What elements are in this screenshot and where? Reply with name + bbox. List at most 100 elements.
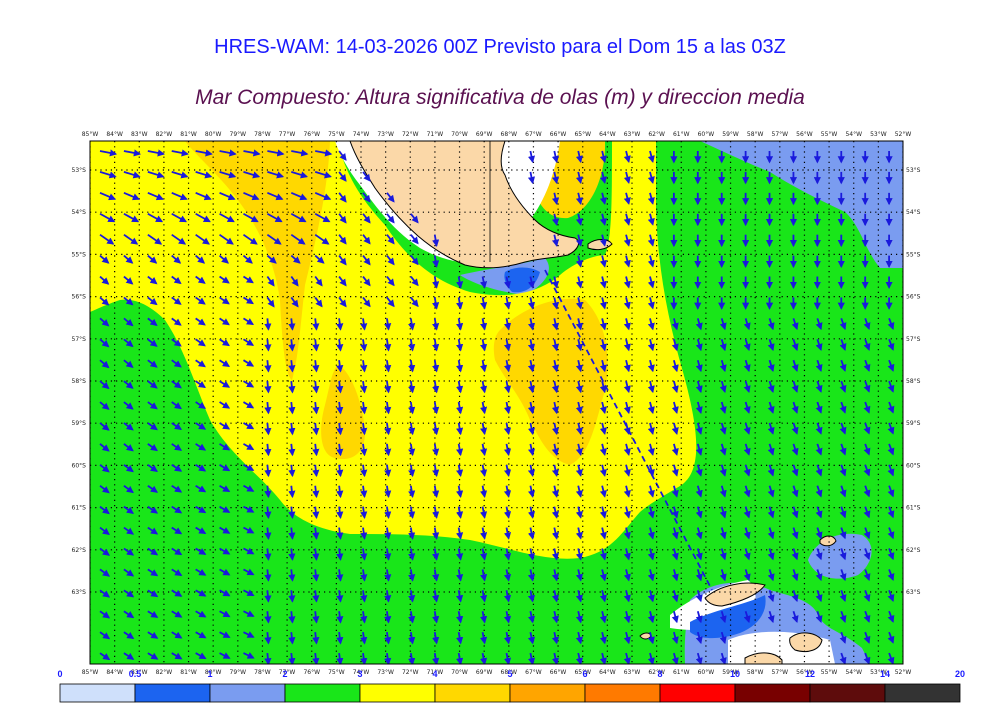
wave-arrow <box>336 527 344 540</box>
wave-arrow <box>195 171 213 179</box>
wave-arrow <box>267 192 284 201</box>
wave-arrow <box>147 505 159 514</box>
wave-arrow <box>147 171 165 179</box>
lat-label-right: 57°S <box>906 336 921 343</box>
lon-label-bottom: 58°W <box>747 669 764 676</box>
wave-arrow <box>695 631 703 645</box>
wave-arrow <box>575 590 583 603</box>
wave-arrow <box>503 318 512 331</box>
wave-arrow <box>171 652 183 660</box>
lon-label-bottom: 82°W <box>156 669 173 676</box>
wave-arrow <box>171 380 182 389</box>
wave-arrow <box>243 149 261 157</box>
wave-arrow <box>551 380 559 394</box>
wave-arrow <box>599 318 607 331</box>
lon-label-bottom: 59°W <box>722 669 739 676</box>
wave-arrow <box>839 401 847 414</box>
wave-arrow <box>147 212 164 223</box>
wave-arrow <box>887 590 895 602</box>
wave-arrow <box>195 443 207 451</box>
land-antarctic-peninsula <box>744 652 783 664</box>
wave-arrow <box>887 652 895 664</box>
wave-arrow <box>243 547 255 555</box>
wave-arrow <box>815 422 823 435</box>
wave-arrow <box>243 589 255 597</box>
wave-arrow <box>123 401 134 410</box>
wave-arrow <box>123 192 140 201</box>
wave-arrow <box>338 213 347 224</box>
wave-arrow <box>312 652 320 664</box>
wave-arrow <box>695 652 703 664</box>
wave-arrow <box>719 527 727 540</box>
wave-arrow <box>815 569 823 582</box>
wave-arrow <box>887 569 895 582</box>
wave-arrow <box>503 401 512 415</box>
wave-arrow <box>312 381 320 394</box>
wave-arrow <box>386 255 395 266</box>
wave-arrow <box>767 359 775 373</box>
wave-arrow <box>264 381 272 394</box>
wave-arrow <box>647 527 655 540</box>
lon-label-top: 74°W <box>353 131 370 138</box>
wave-arrow <box>99 359 110 369</box>
wave-arrow <box>767 506 775 519</box>
wave-arrow <box>743 527 751 540</box>
wave-arrow <box>147 233 163 245</box>
lat-label-right: 59°S <box>906 420 921 427</box>
wave-arrow <box>288 339 296 352</box>
wave-arrow <box>767 401 775 414</box>
wave-arrow <box>887 318 895 331</box>
colorbar-tick-label: 10 <box>730 669 740 679</box>
lon-label-top: 76°W <box>303 131 320 138</box>
wave-arrow <box>623 339 631 352</box>
wave-arrow <box>219 526 231 534</box>
wave-arrow <box>384 339 392 352</box>
wave-arrow <box>791 610 799 624</box>
longitude-labels-top: 85°W 84°W 83°W 82°W 81°W 80°W 79°W 78°W 77°W 76°W… <box>82 131 912 138</box>
wave-arrow <box>312 590 320 603</box>
wave-arrow <box>647 590 655 603</box>
lon-label-bottom: 84°W <box>106 669 123 676</box>
colorbar-tick-label: 0 <box>57 669 62 679</box>
wave-arrow <box>863 422 871 435</box>
wave-arrow <box>147 547 159 556</box>
wave-arrow <box>195 631 207 639</box>
wave-arrow <box>243 464 255 471</box>
wave-arrow <box>123 233 139 245</box>
wave-arrow <box>527 548 536 561</box>
wave-arrow <box>99 610 111 619</box>
wave-arrow <box>503 276 512 289</box>
wave-arrow <box>887 359 895 372</box>
map-subtitle: Mar Compuesto: Altura significativa de o… <box>195 86 805 109</box>
wave-arrow <box>551 652 559 664</box>
wave-arrow <box>171 338 182 347</box>
wave-arrow <box>362 275 371 287</box>
wave-arrow <box>123 505 134 514</box>
wave-arrow <box>839 631 847 644</box>
wave-arrow <box>719 610 727 624</box>
wave-arrow <box>408 548 416 561</box>
wave-arrow <box>887 485 895 498</box>
wave-arrow <box>171 401 182 410</box>
wave-arrow <box>219 443 231 451</box>
wave-arrow <box>312 464 320 478</box>
wave-arrow <box>599 401 607 415</box>
map-title: HRES-WAM: 14-03-2026 00Z Previsto para e… <box>214 36 786 58</box>
wave-arrow <box>264 360 272 373</box>
wave-arrow <box>219 171 237 179</box>
wave-arrow <box>575 631 583 645</box>
wave-arrow <box>527 171 536 185</box>
wave-arrow <box>719 318 727 331</box>
wave-arrow <box>743 610 751 624</box>
wave-arrow <box>839 590 847 603</box>
wave-arrow <box>336 590 344 603</box>
wave-arrow <box>599 527 607 540</box>
wave-arrow <box>147 422 158 431</box>
wave-arrow <box>791 318 799 331</box>
wave-arrow <box>599 255 607 268</box>
wave-arrow <box>219 547 231 555</box>
wave-arrow <box>647 171 655 184</box>
wave-arrow <box>123 254 134 264</box>
lon-label-bottom: 67°W <box>525 669 542 676</box>
wave-arrow <box>243 610 255 617</box>
